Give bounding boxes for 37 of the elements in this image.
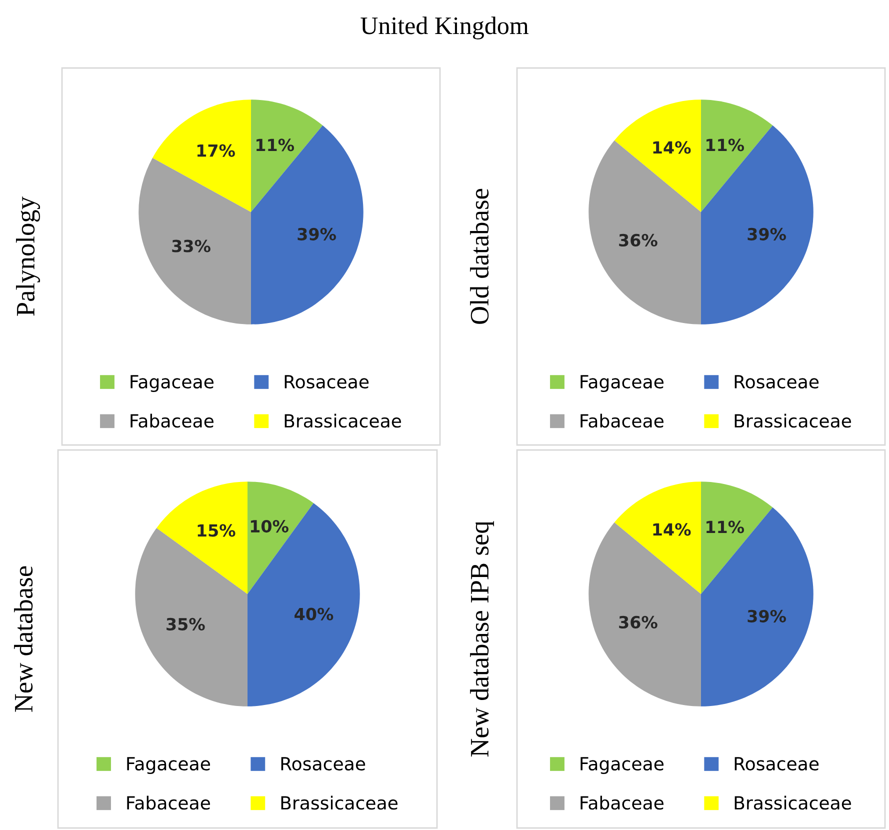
- data-label: 17%: [197, 144, 235, 157]
- text: Old database: [470, 188, 489, 324]
- legend-label: Rosaceae: [734, 375, 819, 389]
- data-label: 14%: [653, 523, 691, 536]
- data-label: 14%: [653, 141, 691, 154]
- legend-label: Rosaceae: [284, 375, 369, 389]
- data-label: 39%: [748, 228, 786, 240]
- legend-label: Fagaceae: [580, 757, 664, 774]
- legend-label: Fagaceae: [130, 375, 214, 392]
- legend-label: Fabaceae: [580, 414, 664, 428]
- chart-title: United Kingdom: [360, 16, 528, 40]
- text: New database: [14, 566, 33, 712]
- legend-label: Rosaceae: [281, 757, 366, 771]
- data-label: 10%: [250, 520, 288, 533]
- legend-label: Fabaceae: [127, 796, 210, 810]
- legend-label: Fabaceae: [580, 796, 664, 810]
- legend-label: Brassicaceae: [284, 414, 402, 428]
- legend-label: Fagaceae: [127, 757, 210, 774]
- legend-label: Brassicaceae: [734, 414, 852, 428]
- data-label: 15%: [198, 524, 236, 537]
- data-label: 11%: [706, 520, 744, 534]
- data-label: 39%: [298, 228, 336, 240]
- legend-label: Brassicaceae: [734, 796, 852, 810]
- data-label: 40%: [294, 608, 334, 620]
- data-label: 33%: [172, 240, 210, 252]
- legend-label: Fagaceae: [580, 375, 664, 392]
- data-label: 39%: [748, 610, 786, 622]
- data-label: 11%: [706, 138, 744, 152]
- data-label: 35%: [166, 618, 205, 630]
- data-label: 11%: [256, 138, 294, 152]
- legend-label: Fabaceae: [130, 414, 214, 428]
- legend-label: Brassicaceae: [281, 796, 398, 810]
- data-label: 36%: [619, 616, 658, 629]
- text: Palynology: [16, 196, 40, 316]
- legend-label: Rosaceae: [734, 757, 819, 771]
- text: New database IPB seq: [470, 521, 494, 757]
- data-label: 36%: [619, 234, 658, 247]
